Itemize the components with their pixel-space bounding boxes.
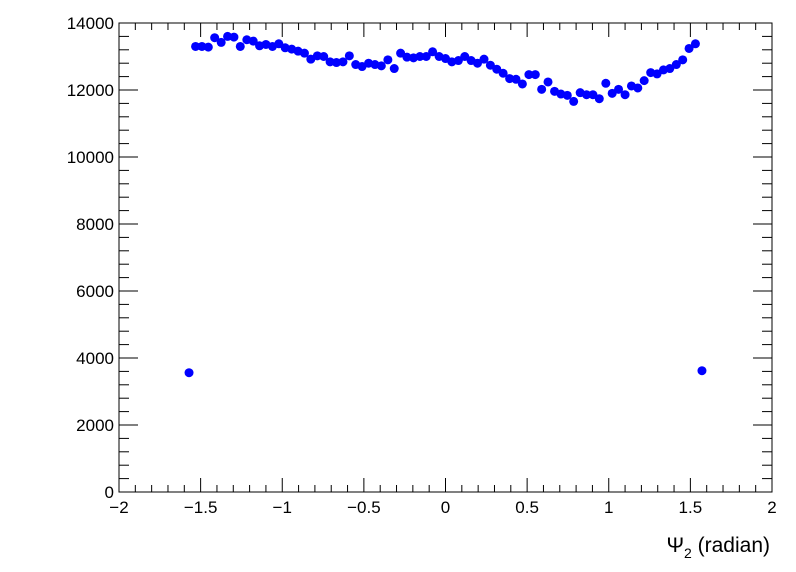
data-point [299,48,309,58]
data-point [614,84,624,94]
x-tick-label: 2 [767,498,776,517]
x-tick-label: 0.5 [515,498,539,517]
data-point [690,39,700,49]
x-tick-label: −1.5 [184,498,218,517]
data-point [498,68,508,78]
data-point [543,77,553,87]
data-point [210,33,220,43]
data-point [421,52,431,61]
y-tick-label: 6000 [76,282,114,301]
data-point [472,58,482,68]
data-point [671,60,681,70]
data-point [665,64,675,74]
data-point [633,83,643,93]
data-point [582,90,592,100]
data-point [338,57,348,67]
data-point [620,90,630,100]
data-point [235,41,245,51]
data-point [184,368,194,378]
data-point [517,79,527,89]
data-point [248,36,258,46]
data-point [601,78,611,88]
y-tick-label: 14000 [67,14,114,33]
x-tick-label: −2 [109,498,128,517]
data-point [697,366,707,376]
data-point [402,52,412,62]
data-point [562,90,572,100]
x-axis-title-rest: (radian) [692,534,770,557]
data-point [678,55,688,65]
x-tick-label: 0 [441,498,450,517]
data-point [530,70,540,80]
x-tick-label: −1 [273,498,292,517]
tick-labels: −2 −1.5 −1 −0.5 0 0.5 1 1.5 2 0 2000 4000 6000 8000 10… [67,14,777,517]
y-tick-label: 8000 [76,215,114,234]
x-tick-label: 1 [604,498,613,517]
x-axis-title-symbol: Ψ [666,534,684,557]
data-point [415,52,425,61]
y-tick-label: 0 [105,483,114,502]
data-point [191,41,201,51]
data-point [428,47,438,57]
y-tick-label: 2000 [76,416,114,435]
data-point [344,51,354,61]
data-point [639,76,649,86]
data-point [229,32,239,42]
data-point [479,54,489,64]
data-point [376,61,386,71]
data-point [594,94,604,104]
y-tick-label: 4000 [76,349,114,368]
data-point [216,37,226,47]
x-axis-title: Ψ2 (radian) [666,534,770,561]
data-point [524,70,534,80]
y-tick-label: 12000 [67,81,114,100]
data-point [511,74,521,84]
axis-ticks [118,22,773,493]
x-tick-label: 1.5 [679,498,703,517]
data-point [203,42,213,52]
data-point [537,84,547,94]
y-tick-label: 10000 [67,148,114,167]
data-points [184,31,707,378]
data-point [389,64,399,74]
x-axis-title-subscript: 2 [684,545,692,561]
x-tick-label: −0.5 [347,498,381,517]
data-point [331,58,341,68]
data-point [319,52,329,61]
data-point [383,55,393,65]
data-point [684,43,694,53]
data-point [569,96,579,106]
